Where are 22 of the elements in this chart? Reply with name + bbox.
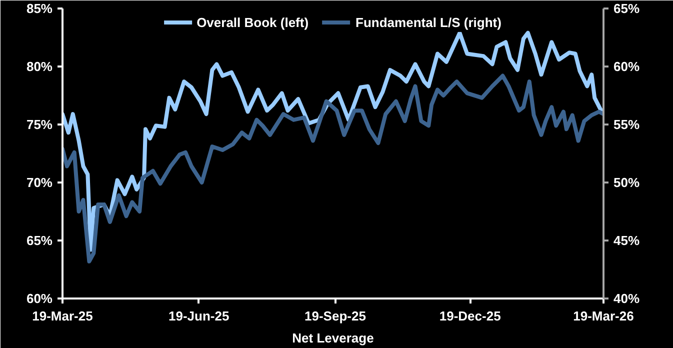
legend-label: Fundamental L/S (right) — [356, 14, 502, 30]
x-axis-title: Net Leverage — [292, 330, 374, 346]
x-tick-label: 19-Dec-25 — [439, 308, 501, 324]
y-tick-label: 85% — [26, 1, 53, 16]
y-tick-label: 75% — [26, 117, 53, 132]
legend-label: Overall Book (left) — [196, 14, 309, 30]
line-series — [62, 74, 604, 264]
x-tick-label: 19-Jun-25 — [168, 308, 230, 324]
y2-tick-label: 65% — [614, 1, 640, 16]
y2-tick-label: 55% — [614, 117, 640, 132]
x-tick-label: 19-Sep-25 — [304, 308, 366, 324]
y2-tick-label: 60% — [614, 59, 640, 74]
y-tick-label: 60% — [26, 291, 53, 306]
y-tick-label: 80% — [26, 59, 53, 74]
y2-tick-label: 50% — [614, 175, 640, 190]
y-tick-label: 65% — [26, 233, 53, 248]
y-tick-label: 70% — [26, 175, 53, 190]
y2-tick-label: 45% — [614, 233, 640, 248]
line-series — [62, 30, 604, 252]
x-tick-label: 19-Mar-26 — [573, 308, 634, 324]
x-tick-label: 19-Mar-25 — [32, 308, 93, 324]
y2-tick-label: 40% — [614, 291, 640, 306]
